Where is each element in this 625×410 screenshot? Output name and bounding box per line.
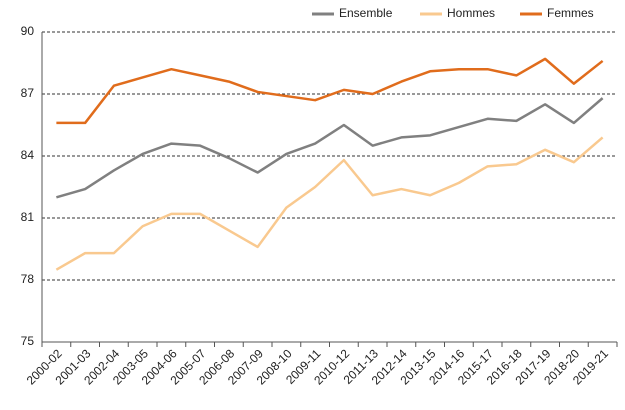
y-tick-label: 90 [21, 24, 35, 38]
line [56, 57, 604, 125]
y-tick-label: 75 [21, 334, 35, 348]
y-tick-label: 87 [21, 86, 35, 100]
y-tick-label: 78 [21, 272, 35, 286]
line [56, 97, 604, 199]
legend-label: Ensemble [339, 6, 393, 20]
line [55, 136, 604, 271]
legend-label: Femmes [547, 6, 594, 20]
y-tick-label: 84 [21, 148, 35, 162]
y-tick-label: 81 [21, 210, 35, 224]
legend-label: Hommes [447, 6, 495, 20]
